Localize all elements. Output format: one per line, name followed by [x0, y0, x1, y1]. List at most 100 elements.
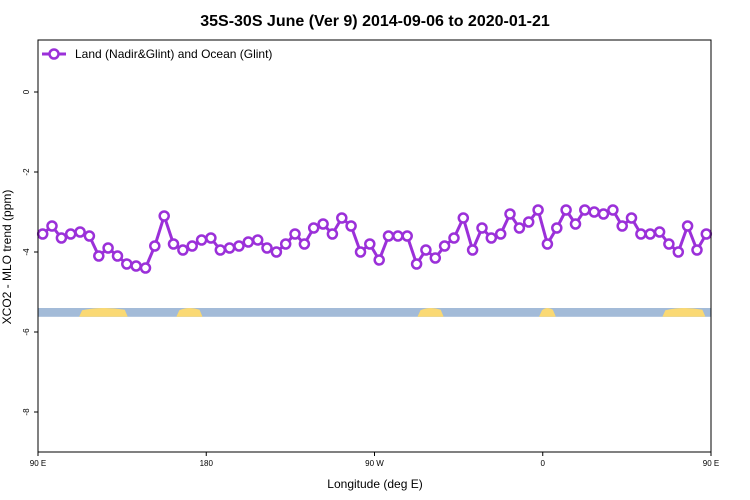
data-point-14 [167, 238, 180, 250]
x-axis-label: Longitude (deg E) [327, 477, 422, 491]
y-tick-label-2: -4 [22, 248, 31, 256]
land-segment-1 [176, 307, 203, 317]
data-point-39 [401, 230, 413, 242]
data-point-30 [317, 218, 329, 230]
land-segment-2 [417, 307, 444, 317]
y-tick-label-3: -6 [22, 328, 31, 336]
data-point-28 [298, 238, 311, 250]
data-point-32 [336, 212, 348, 224]
data-point-47 [476, 222, 488, 234]
data-point-51 [513, 222, 526, 234]
data-point-11 [139, 262, 152, 274]
data-point-58 [579, 204, 591, 216]
y-tick-label-1: -2 [22, 168, 31, 176]
data-point-33 [345, 220, 357, 232]
legend: Land (Nadir&Glint) and Ocean (Glint) [42, 47, 272, 61]
data-point-50 [504, 208, 516, 220]
data-point-43 [438, 240, 451, 252]
ocean-bar [38, 308, 711, 317]
data-point-70 [691, 244, 703, 256]
data-point-9 [121, 258, 133, 270]
data-point-27 [289, 228, 301, 240]
data-point-68 [672, 246, 685, 258]
land-segment-0 [79, 307, 128, 317]
data-point-25 [270, 246, 283, 258]
data-point-57 [569, 218, 582, 230]
data-point-12 [149, 240, 161, 252]
land-segments [79, 307, 706, 317]
x-tick-label-0: 90 E [30, 459, 46, 468]
data-point-40 [410, 258, 423, 270]
data-point-53 [532, 204, 544, 216]
data-point-35 [364, 238, 376, 250]
data-point-20 [223, 242, 236, 254]
data-point-8 [111, 250, 124, 262]
data-point-42 [429, 252, 442, 264]
x-tick-label-4: 90 E [703, 459, 719, 468]
data-point-4 [74, 226, 86, 238]
data-point-41 [420, 244, 432, 256]
data-point-26 [279, 238, 292, 250]
data-point-0 [36, 228, 49, 240]
data-point-67 [663, 238, 675, 250]
data-point-52 [522, 216, 535, 228]
data-point-17 [195, 234, 208, 246]
data-point-6 [93, 250, 105, 262]
x-tick-label-3: 0 [541, 459, 546, 468]
series-points [36, 204, 713, 274]
y-tick-label-4: -8 [22, 408, 31, 416]
data-point-46 [466, 244, 479, 256]
legend-marker [48, 48, 60, 60]
data-point-16 [186, 240, 198, 252]
y-axis: 0 -2 -4 -6 -8 [22, 89, 38, 416]
data-point-55 [551, 222, 563, 234]
data-point-61 [607, 204, 619, 216]
x-tick-label-2: 90 W [365, 459, 384, 468]
chart-title: 35S-30S June (Ver 9) 2014-09-06 to 2020-… [200, 13, 550, 30]
data-point-65 [644, 228, 656, 240]
data-point-22 [242, 236, 255, 248]
legend-entry-label: Land (Nadir&Glint) and Ocean (Glint) [75, 47, 272, 61]
data-point-23 [251, 234, 264, 246]
data-point-48 [485, 232, 498, 244]
data-point-71 [700, 228, 713, 240]
data-point-3 [64, 228, 77, 240]
data-point-10 [130, 260, 142, 272]
data-point-38 [392, 230, 404, 242]
data-point-29 [307, 222, 320, 234]
data-point-37 [382, 230, 395, 242]
data-point-24 [261, 242, 273, 254]
data-point-34 [354, 246, 367, 258]
data-point-13 [158, 210, 170, 222]
data-point-18 [205, 232, 217, 244]
data-point-36 [373, 254, 385, 266]
data-point-2 [55, 232, 68, 244]
y-axis-label: XCO2 - MLO trend (ppm) [0, 190, 14, 325]
data-point-63 [625, 212, 638, 224]
land-segment-4 [662, 307, 706, 317]
land-ocean-bar [38, 307, 711, 317]
data-point-44 [448, 232, 460, 244]
data-point-7 [102, 242, 114, 254]
data-point-45 [457, 212, 470, 224]
data-point-66 [653, 226, 666, 238]
data-point-59 [588, 206, 600, 218]
data-point-64 [635, 228, 647, 240]
data-point-5 [83, 230, 96, 242]
data-point-60 [597, 208, 610, 220]
x-tick-label-1: 180 [200, 459, 214, 468]
y-tick-label-0: 0 [22, 89, 31, 94]
data-point-62 [616, 220, 628, 232]
data-point-31 [326, 228, 339, 240]
data-point-1 [46, 220, 58, 232]
x-axis: 90 E 180 90 W 0 90 E [30, 452, 719, 468]
data-point-19 [214, 244, 227, 256]
data-point-56 [560, 204, 572, 216]
data-point-54 [541, 238, 554, 250]
data-point-15 [177, 244, 189, 256]
data-point-69 [681, 220, 694, 232]
data-point-49 [494, 228, 507, 240]
land-segment-3 [539, 307, 556, 317]
data-point-21 [233, 240, 245, 252]
